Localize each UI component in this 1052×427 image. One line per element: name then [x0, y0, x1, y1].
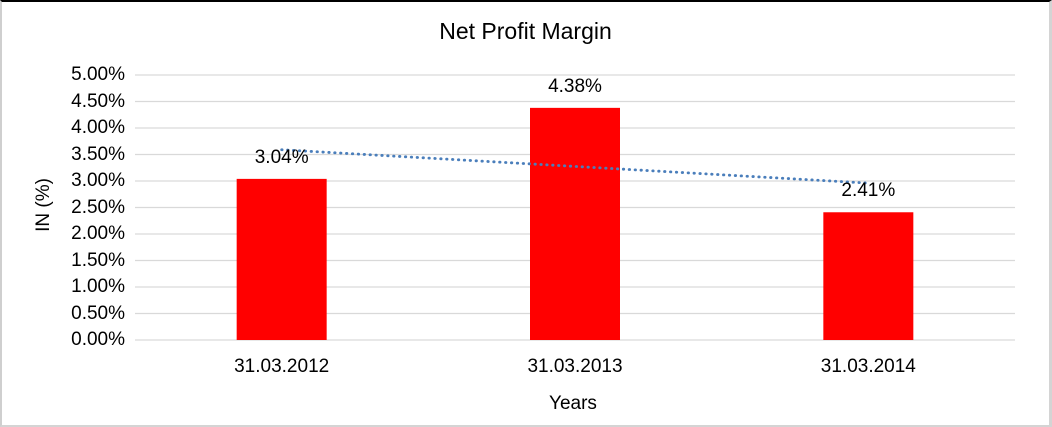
y-tick-label: 3.00% [71, 170, 125, 191]
data-label: 4.38% [548, 75, 602, 97]
y-tick-label: 1.50% [71, 249, 125, 271]
y-tick-label: 4.00% [71, 117, 125, 138]
x-tick-label: 31.03.2013 [527, 356, 623, 377]
y-tick-label: 0.00% [71, 329, 125, 350]
trendline [280, 148, 870, 185]
bar [823, 212, 914, 340]
y-tick-label: 0.50% [71, 302, 125, 324]
chart-title: Net Profit Margin [439, 18, 612, 44]
y-tick-label: 2.50% [71, 196, 125, 218]
y-tick-label: 3.50% [71, 143, 125, 165]
bar [530, 107, 620, 340]
y-tick-label: 2.00% [71, 223, 125, 244]
x-tick-label: 31.03.2012 [234, 356, 330, 377]
x-tick-label: 31.03.2014 [820, 356, 916, 377]
bar [236, 178, 327, 340]
data-label: 2.41% [841, 180, 896, 202]
x-axis-title: Years [549, 393, 597, 414]
data-label: 3.04% [254, 146, 309, 168]
y-tick-label: 1.00% [71, 276, 125, 297]
y-tick-label: 5.00% [71, 64, 125, 85]
y-tick-label: 4.50% [71, 90, 125, 112]
